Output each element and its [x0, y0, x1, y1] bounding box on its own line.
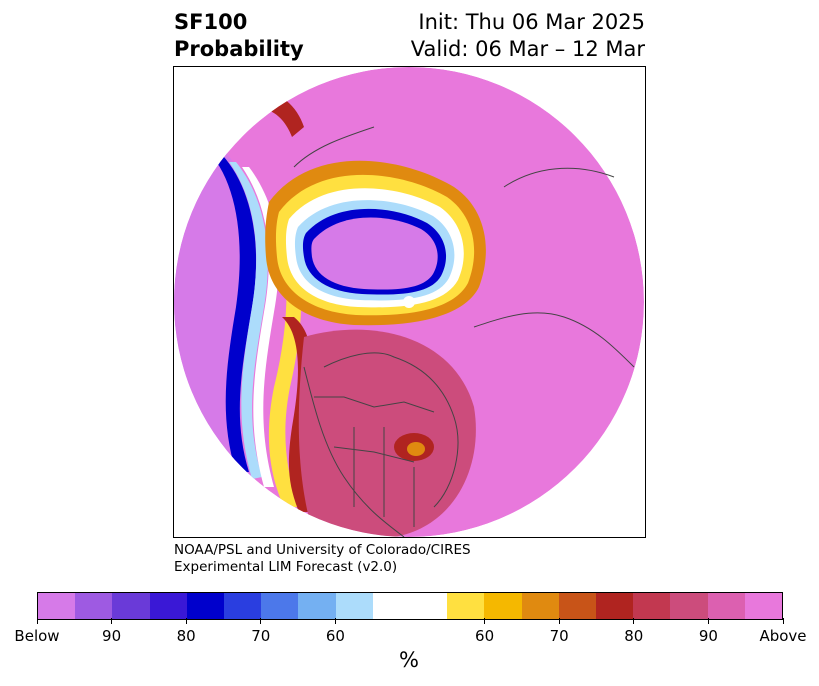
- west-coast: [303, 366, 405, 537]
- colorbar-tick-label: Below: [14, 627, 60, 645]
- colorbar-tick: [185, 618, 187, 624]
- title-line-2: Probability: [174, 37, 304, 61]
- colorbar-segment: [335, 593, 373, 619]
- colorbar-segment: [558, 593, 597, 619]
- colorbar-segment: [633, 593, 671, 619]
- colorbar-tick-label: Above: [759, 627, 807, 645]
- us-border: [333, 446, 415, 463]
- probability-field: [174, 67, 644, 537]
- colorbar-segment: [744, 593, 783, 619]
- valid-range-text: Valid: 06 Mar – 12 Mar: [410, 37, 645, 61]
- title-line-1: SF100: [174, 10, 248, 34]
- north-america-coast: [323, 352, 459, 508]
- colorbar-segment: [670, 593, 708, 619]
- colorbar-tick-label: 70: [251, 627, 271, 645]
- chart-title-right: Init: Thu 06 Mar 2025 Valid: 06 Mar – 12…: [411, 9, 645, 63]
- chart-title-left: SF100 Probability: [174, 9, 304, 63]
- credit-line-2: Experimental LIM Forecast (v2.0): [174, 559, 398, 575]
- colorbar-segment: [707, 593, 745, 619]
- colorbar-tick-label: 90: [102, 627, 122, 645]
- colorbar-tick-label: 80: [176, 627, 196, 645]
- north-america-above: [298, 329, 476, 537]
- init-date-text: Init: Thu 06 Mar 2025: [418, 10, 645, 34]
- colorbar-tick: [782, 618, 784, 624]
- polar-map-canvas: [174, 67, 644, 537]
- credit-line-1: NOAA/PSL and University of Colorado/CIRE…: [174, 542, 471, 558]
- colorbar-tick-label: 60: [325, 627, 345, 645]
- colorbar-tick: [36, 618, 38, 624]
- colorbar-segment: [186, 593, 225, 619]
- north-pole-marker: [403, 296, 415, 308]
- colorbar-tick-label: 60: [475, 627, 495, 645]
- colorbar-unit-label: %: [399, 648, 419, 672]
- colorbar-tick: [334, 618, 336, 624]
- coastlines: [293, 126, 635, 537]
- colorbar-tick: [633, 618, 635, 624]
- colorbar-segment: [149, 593, 187, 619]
- colorbar-segment: [75, 593, 113, 619]
- colorbar-segment: [224, 593, 262, 619]
- colorbar-segment: [298, 593, 336, 619]
- colorbar-tick: [484, 618, 486, 624]
- colorbar-tick: [260, 618, 262, 624]
- eurasia-coast: [503, 167, 615, 188]
- great-lakes-above-orange: [407, 442, 425, 456]
- colorbar: [37, 592, 783, 620]
- western-below-light: [229, 162, 268, 479]
- colorbar-tick: [111, 618, 113, 624]
- canada-border: [314, 396, 435, 413]
- western-below-band: [204, 147, 257, 472]
- us-state-lines: [353, 427, 415, 527]
- colorbar-segment: [112, 593, 150, 619]
- siberia-coast: [293, 126, 375, 168]
- colorbar-segment: [596, 593, 634, 619]
- polar-map: [173, 66, 646, 538]
- colorbar-tick: [558, 618, 560, 624]
- colorbar-segment: [372, 593, 411, 619]
- greenland-coast: [473, 312, 635, 368]
- colorbar-segment: [521, 593, 559, 619]
- polar-below-core: [311, 217, 438, 290]
- colorbar-segment: [410, 593, 448, 619]
- credit-text: NOAA/PSL and University of Colorado/CIRE…: [174, 542, 471, 576]
- colorbar-tick: [707, 618, 709, 624]
- colorbar-tick-label: 90: [698, 627, 718, 645]
- colorbar-segment: [38, 593, 76, 619]
- colorbar-tick-label: 80: [624, 627, 644, 645]
- colorbar-segment: [484, 593, 522, 619]
- colorbar-segment: [261, 593, 299, 619]
- colorbar-tick-label: 70: [549, 627, 569, 645]
- colorbar-segment: [447, 593, 485, 619]
